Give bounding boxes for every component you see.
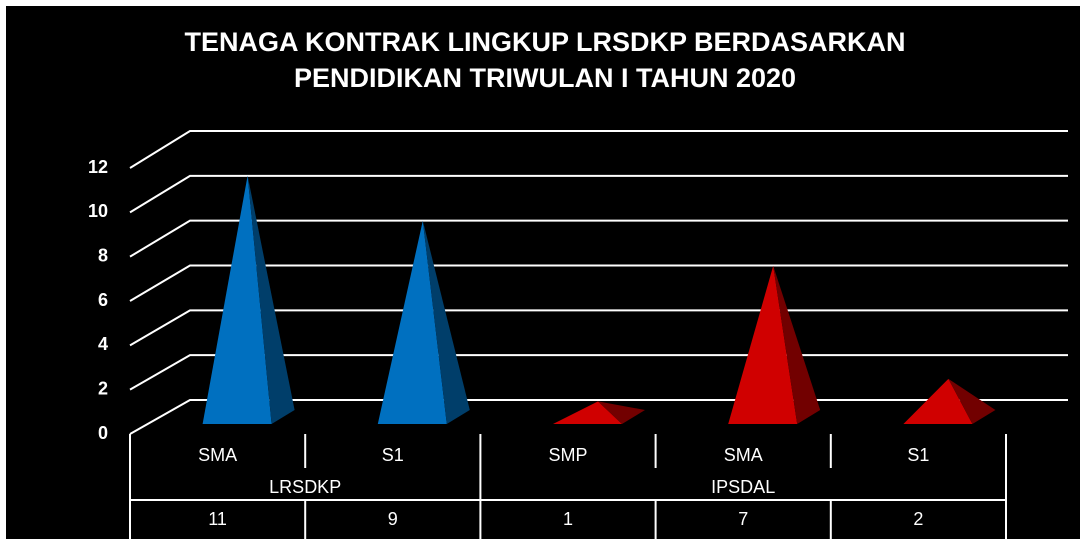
table-value: 2 [913,509,923,529]
x-tick-label: S1 [382,445,404,465]
grid-line [129,130,1068,169]
grid-line [129,219,1068,258]
y-tick-label: 10 [88,201,108,221]
x-tick-label: S1 [907,445,929,465]
pyramid-side [773,265,821,424]
table-value: 1 [563,509,573,529]
y-tick-label: 0 [98,423,108,443]
table-value: 7 [738,509,748,529]
group-label: IPSDAL [711,477,775,497]
pyramid-front [728,265,798,424]
pyramid-front [377,220,447,424]
x-tick-label: SMA [724,445,763,465]
pyramid [728,265,821,424]
pyramid-front [202,175,272,424]
y-tick-label: 4 [98,334,108,354]
chart-title: TENAGA KONTRAK LINGKUP LRSDKP BERDASARKA… [184,27,905,57]
pyramid [202,175,295,424]
y-tick-label: 8 [98,245,108,265]
pyramid-side [422,220,470,424]
x-tick-label: SMA [198,445,237,465]
chart-title: PENDIDIKAN TRIWULAN I TAHUN 2020 [294,63,796,93]
y-tick-label: 2 [98,378,108,398]
pyramid-front [903,378,973,424]
table-value: 11 [208,509,227,529]
y-tick-label: 6 [98,290,108,310]
pyramid [553,401,645,424]
grid-line [129,174,1068,214]
group-label: LRSDKP [269,477,341,497]
background [6,6,1080,539]
pyramid-side [948,378,996,424]
y-tick-label: 12 [88,157,108,177]
pyramid-side [247,175,295,424]
x-tick-label: SMP [548,445,587,465]
pyramid-front [553,401,622,424]
table-value: 9 [388,509,398,529]
pyramid [903,378,996,424]
grid-line [129,264,1068,302]
pyramid-side [598,401,645,424]
pyramid [377,220,470,424]
